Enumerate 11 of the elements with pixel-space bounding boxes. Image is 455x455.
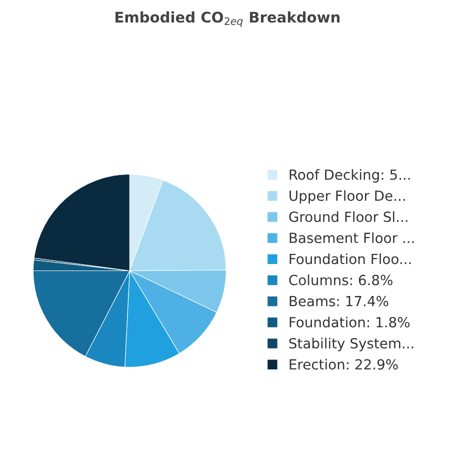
legend-label: Foundation Floo... xyxy=(290,253,411,264)
chart-title: Embodied CO$_{2eq}$ Breakdown xyxy=(116,11,340,27)
legend-label: Foundation: 1.8% xyxy=(290,316,410,328)
legend-label: Stability System... xyxy=(289,338,414,352)
legend-label: Beams: 17.4% xyxy=(290,296,388,306)
legend-label: Columns: 6.8% xyxy=(289,274,392,286)
legend-label: Ground Floor Sl... xyxy=(289,211,408,222)
legend-label: Roof Decking: 5... xyxy=(290,169,410,183)
legend-label: Upper Floor De... xyxy=(290,190,405,204)
legend-label: Erection: 22.9% xyxy=(290,358,398,370)
legend-label: Basement Floor ... xyxy=(290,232,414,244)
